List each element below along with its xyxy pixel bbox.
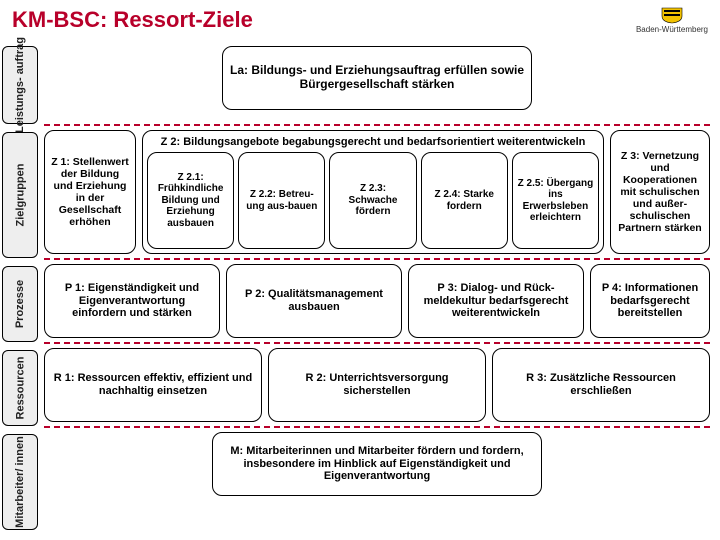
box-z2-1: Z 2.1: Frühkindliche Bildung und Erziehu…: [147, 152, 234, 249]
rows-container: La: Bildungs- und Erziehungsauftrag erfü…: [42, 42, 712, 536]
row-label-re: Ressourcen: [2, 350, 38, 426]
row-leistungsauftrag: La: Bildungs- und Erziehungsauftrag erfü…: [42, 42, 712, 124]
box-z2-title: Z 2: Bildungsangebote begabungsgerecht u…: [147, 134, 599, 152]
box-z2-3: Z 2.3: Schwache fördern: [329, 152, 416, 249]
box-p3: P 3: Dialog- und Rück-meldekultur bedarf…: [408, 264, 584, 338]
row-label-zg: Zielgruppen: [2, 132, 38, 258]
box-p1: P 1: Eigenständigkeit und Eigenverantwor…: [44, 264, 220, 338]
box-z1: Z 1: Stellenwert der Bildung und Erziehu…: [44, 130, 136, 254]
crest-icon: [658, 6, 686, 24]
row-prozesse: P 1: Eigenständigkeit und Eigenverantwor…: [42, 260, 712, 342]
box-p2: P 2: Qualitätsmanagement ausbauen: [226, 264, 402, 338]
bsc-diagram: Leistungs- auftrag Zielgruppen Prozesse …: [0, 42, 720, 540]
brand-text: Baden-Württemberg: [636, 25, 708, 34]
box-p4: P 4: Informationen bedarfsgerecht bereit…: [590, 264, 710, 338]
header: KM-BSC: Ressort-Ziele Baden-Württemberg: [0, 0, 720, 42]
box-z2-2: Z 2.2: Betreu-ung aus-bauen: [238, 152, 325, 249]
box-r1: R 1: Ressourcen effektiv, effizient und …: [44, 348, 262, 422]
row-label-la: Leistungs- auftrag: [2, 46, 38, 124]
row-label-pr: Prozesse: [2, 266, 38, 342]
box-z2-5: Z 2.5: Übergang ins Erwerbsleben erleich…: [512, 152, 599, 249]
box-z2-container: Z 2: Bildungsangebote begabungsgerecht u…: [142, 130, 604, 254]
box-z2-4: Z 2.4: Starke fordern: [421, 152, 508, 249]
row-label-mi: Mitarbeiter/ innen: [2, 434, 38, 530]
box-r2: R 2: Unterrichtsversorgung sicherstellen: [268, 348, 486, 422]
row-zielgruppen: Z 1: Stellenwert der Bildung und Erziehu…: [42, 126, 712, 258]
row-labels-column: Leistungs- auftrag Zielgruppen Prozesse …: [2, 42, 38, 540]
brand-logo: Baden-Württemberg: [636, 6, 708, 34]
z2-subboxes: Z 2.1: Frühkindliche Bildung und Erziehu…: [147, 152, 599, 249]
box-r3: R 3: Zusätzliche Ressourcen erschließen: [492, 348, 710, 422]
box-z3: Z 3: Vernetzung und Kooperationen mit sc…: [610, 130, 710, 254]
row-mitarbeiter: M: Mitarbeiterinnen und Mitarbeiter förd…: [42, 428, 712, 528]
row-ressourcen: R 1: Ressourcen effektiv, effizient und …: [42, 344, 712, 426]
box-la: La: Bildungs- und Erziehungsauftrag erfü…: [222, 46, 532, 110]
page-title: KM-BSC: Ressort-Ziele: [12, 7, 253, 33]
box-m: M: Mitarbeiterinnen und Mitarbeiter förd…: [212, 432, 542, 496]
